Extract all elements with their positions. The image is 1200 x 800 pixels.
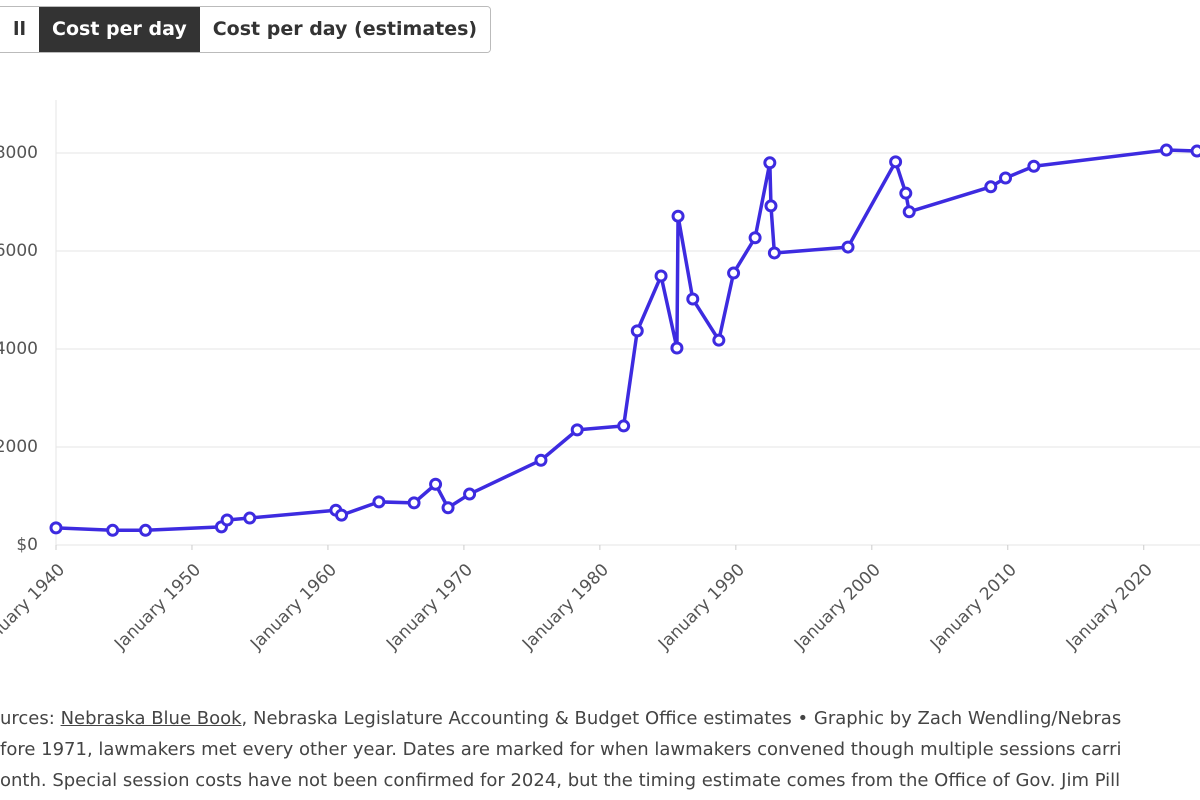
data-point [49,521,63,535]
footer-text: , Nebraska Legislature Accounting & Budg… [241,708,1122,729]
data-point [727,266,741,280]
data-point [463,487,477,501]
data-point [441,501,455,515]
data-point [407,496,421,510]
data-point [335,508,349,522]
footer-line: urces: Nebraska Blue Book, Nebraska Legi… [0,703,1200,734]
data-point [748,231,762,245]
data-point [999,171,1013,185]
data-point [534,453,548,467]
data-point [1027,159,1041,173]
chart: $0 $2000 $4000 $6000 $8000 January 1940 Januar… [0,100,1200,655]
y-tick-label: $2000 [0,437,38,457]
data-line [55,148,1198,533]
data-point [630,324,644,338]
x-tick-label: January 1990 [654,560,749,655]
x-tick-label: January 1940 [0,560,69,655]
source-link[interactable]: Nebraska Blue Book [60,708,242,729]
data-point [899,186,913,200]
tab[interactable]: Cost per day (estimates) [199,7,491,52]
data-point [139,523,153,537]
data-point [841,240,855,254]
y-tick-label: $8000 [0,143,38,163]
data-point [686,292,700,306]
x-tick-label: January 1950 [110,560,205,655]
data-point [984,180,998,194]
data-point [902,205,916,219]
data-point [617,419,631,433]
x-tick-label: January 2020 [1062,560,1157,655]
footer-line: onth. Special session costs have not bee… [0,770,1121,791]
x-tick-label: January 1970 [382,560,477,655]
footer: urces: Nebraska Blue Book, Nebraska Legi… [0,703,1200,796]
tab-bar: ll Cost per day Cost per day (estimates) [0,6,492,53]
data-point [654,269,668,283]
tab-active[interactable]: Cost per day [39,7,200,52]
footer-line: fore 1971, lawmakers met every other yea… [0,739,1122,760]
data-point [712,333,726,347]
x-tick-label: January 2010 [926,560,1021,655]
x-tick-label: January 2000 [790,560,885,655]
tab[interactable]: ll [0,7,40,52]
data-point [671,209,685,223]
data-point [243,511,257,525]
data-point [763,156,777,170]
data-point [106,523,120,537]
data-point [1159,143,1173,157]
data-point [889,155,903,169]
y-tick-label: $0 [16,535,38,555]
data-point [767,246,781,260]
x-tick-label: January 1980 [518,560,613,655]
y-tick-label: $4000 [0,339,38,359]
data-point [670,341,684,355]
data-point [764,199,778,213]
data-point [220,513,234,527]
data-point [1190,144,1200,158]
y-tick-label: $6000 [0,241,38,261]
data-point [372,495,386,509]
footer-text: urces: [0,708,61,729]
data-point [570,423,584,437]
data-point [429,477,443,491]
x-tick-label: January 1960 [246,560,341,655]
